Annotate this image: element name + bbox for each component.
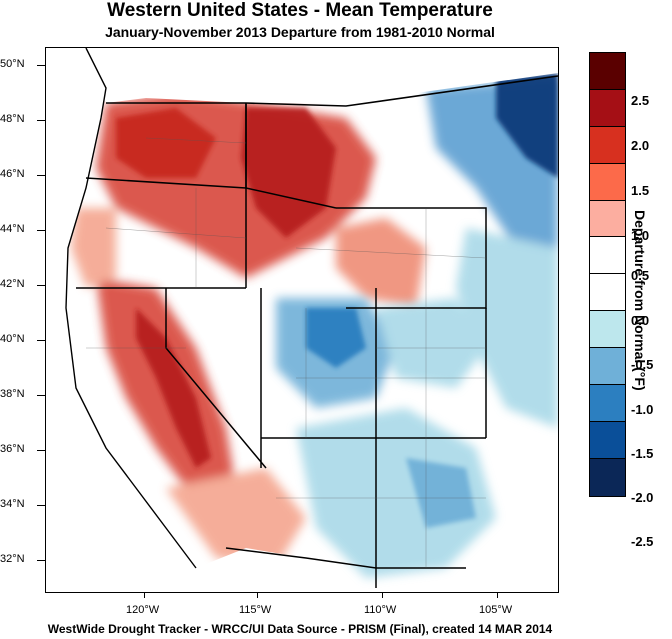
coastline <box>65 48 197 569</box>
colorbar-swatch <box>590 89 625 127</box>
colorbar-swatch <box>590 53 625 90</box>
lat-label: 34°N <box>0 498 25 510</box>
lat-tick <box>37 120 45 121</box>
lat-label: 50°N <box>0 58 25 70</box>
lon-label: 105°W <box>479 604 513 616</box>
lon-label: 120°W <box>126 604 160 616</box>
chart-subtitle: January-November 2013 Departure from 198… <box>105 24 495 40</box>
footer-credit: WestWide Drought Tracker - WRCC/UI Data … <box>47 622 553 636</box>
cool-anomaly-plains <box>456 228 558 428</box>
colorbar-tick-label: -2.5 <box>631 534 654 549</box>
colorbar-swatch <box>590 421 625 459</box>
colorbar-swatch <box>590 311 625 349</box>
warm-anomaly-rockies <box>336 218 426 308</box>
colorbar-tick-label: -2.0 <box>631 490 654 505</box>
lat-tick <box>37 340 45 341</box>
lat-tick <box>37 230 45 231</box>
lat-tick <box>37 285 45 286</box>
lon-label: 115°W <box>239 604 272 616</box>
colorbar-tick-label: -0.5 <box>631 357 654 372</box>
colorbar-tick-label: 1.5 <box>631 183 650 198</box>
lat-label: 44°N <box>0 223 25 235</box>
lon-tick <box>144 592 145 598</box>
warm-anomaly-southwest <box>166 468 306 568</box>
cool-anomaly-colorado <box>376 298 486 388</box>
mexico-border <box>225 547 466 569</box>
state-borders <box>76 103 487 588</box>
colorbar-tick-label: -1.0 <box>631 402 654 417</box>
cool-core-northeast <box>496 73 558 178</box>
county-borders <box>86 137 487 568</box>
colorbar-tick-label: 0.0 <box>631 313 650 328</box>
lat-tick <box>37 395 45 396</box>
cool-anomaly-southwest <box>296 408 496 578</box>
lat-tick <box>37 560 45 561</box>
lat-tick <box>37 505 45 506</box>
colorbar-tick-label: 2.5 <box>631 93 650 108</box>
chart-title: Western United States - Mean Temperature <box>107 0 493 21</box>
lat-label: 48°N <box>0 113 25 125</box>
cool-core-newmexico <box>406 458 476 528</box>
lat-label: 36°N <box>0 443 25 455</box>
colorbar-swatch <box>590 126 625 164</box>
canada-area <box>46 48 558 103</box>
lat-label: 32°N <box>0 553 25 565</box>
warm-anomaly-coast <box>71 208 116 288</box>
mt-border <box>245 103 337 209</box>
canada-border <box>106 75 558 107</box>
lat-label: 42°N <box>0 278 25 290</box>
lat-label: 38°N <box>0 388 25 400</box>
colorbar-tick-label: -1.5 <box>631 446 654 461</box>
colorbar-swatch <box>590 200 625 238</box>
colorbar-swatch <box>590 237 625 275</box>
mexico-area <box>196 548 346 592</box>
wa-or-border <box>85 177 247 189</box>
lat-tick <box>37 450 45 451</box>
lat-tick <box>37 65 45 66</box>
lon-label: 110°W <box>364 604 397 616</box>
temperature-anomaly-map <box>46 48 558 592</box>
colorbar-swatch <box>590 385 625 422</box>
colorbar-tick-label: 2.0 <box>631 138 650 153</box>
map-panel <box>45 47 559 593</box>
colorbar-swatch <box>590 163 625 201</box>
cool-core-utah <box>306 308 366 368</box>
warm-core-oregon <box>116 108 216 178</box>
colorbar <box>589 52 626 497</box>
colorbar-swatch <box>590 348 625 386</box>
warm-core-idaho <box>241 108 336 238</box>
colorbar-swatch <box>590 458 625 496</box>
colorbar-title: Departure from Normal (°F) <box>632 210 648 391</box>
lon-tick <box>257 592 258 598</box>
lat-label: 46°N <box>0 168 25 180</box>
lon-tick <box>382 592 383 598</box>
colorbar-tick-label: 0.5 <box>631 268 650 283</box>
colorbar-swatch <box>590 274 625 312</box>
colorbar-tick-label: 1.0 <box>631 228 650 243</box>
pacific-ocean <box>46 48 246 592</box>
lon-tick <box>497 592 498 598</box>
lat-label: 40°N <box>0 333 25 345</box>
lat-tick <box>37 175 45 176</box>
